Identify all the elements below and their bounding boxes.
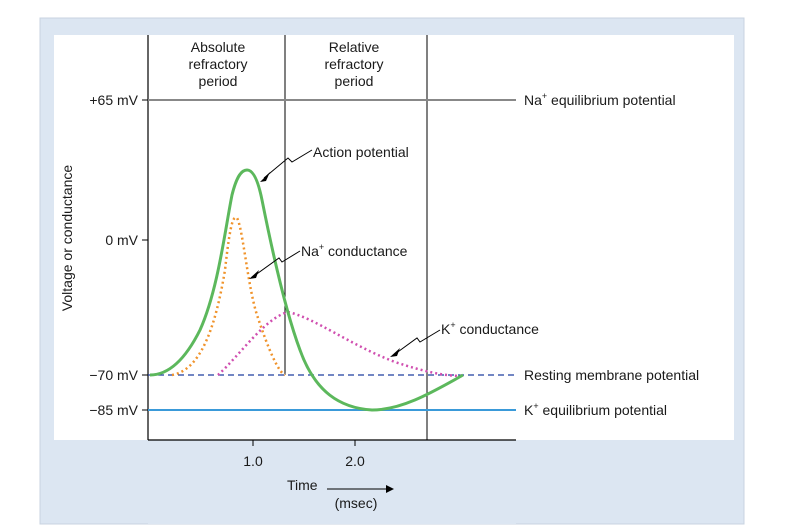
y-label-neg70: −70 mV [89,367,138,383]
action-potential-leader [263,149,313,179]
x-axis-unit: (msec) [335,495,378,511]
na-cond-sup: + [319,242,324,252]
k-conductance-curve [217,310,463,378]
label-area [516,35,734,440]
na-conductance-label: Na+ conductance [301,242,408,259]
k-cond-suffix: conductance [456,321,539,337]
absolute-period-line2: refractory [188,56,247,72]
k-equilibrium-label: K+ equilibrium potential [524,401,667,418]
k-cond-sup: + [450,320,455,330]
y-axis-title: Voltage or conductance [59,165,75,312]
k-eq-suffix: equilibrium potential [539,402,667,418]
absolute-period-line3: period [199,73,238,89]
na-eq-prefix: Na [524,92,542,108]
relative-period-line2: refractory [324,56,383,72]
k-eq-prefix: K [524,402,534,418]
x-label-1: 1.0 [243,453,263,469]
na-eq-sup: + [542,91,547,101]
action-potential-curve [149,168,464,412]
y-label-0: 0 mV [105,232,138,248]
absolute-period-line1: Absolute [191,39,246,55]
k-cond-prefix: K [441,321,451,337]
relative-period-line3: period [335,73,374,89]
na-cond-prefix: Na [301,243,319,259]
y-label-65: +65 mV [89,92,138,108]
k-conductance-label: K+ conductance [441,320,539,337]
plot-area [148,35,516,440]
k-conductance-leader [394,329,441,355]
action-potential-arrowhead [260,172,270,182]
na-eq-suffix: equilibrium potential [547,92,675,108]
y-label-neg85: −85 mV [89,402,138,418]
k-conductance-arrowhead [390,348,400,357]
x-label-area [148,440,516,524]
na-conductance-leader [253,250,301,277]
relative-period-line1: Relative [329,39,380,55]
k-eq-sup: + [533,401,538,411]
x-axis-title: Time [287,477,318,493]
na-conductance-arrowhead [249,270,259,279]
time-arrow-head [386,485,394,493]
na-equilibrium-label: Na+ equilibrium potential [524,91,676,108]
action-potential-label: Action potential [313,144,409,160]
x-label-2: 2.0 [345,453,365,469]
na-conductance-curve [171,216,286,377]
y-label-area [54,35,148,440]
resting-potential-label: Resting membrane potential [524,367,699,383]
na-cond-suffix: conductance [324,243,407,259]
